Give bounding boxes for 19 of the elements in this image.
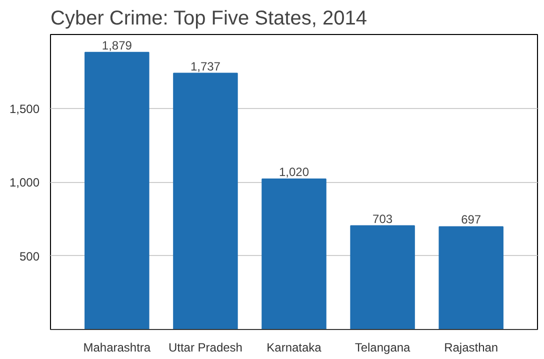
data-label: 703	[372, 212, 393, 226]
x-tick-label: Rajasthan	[444, 340, 498, 354]
bar	[173, 72, 238, 330]
data-label: 1,737	[190, 59, 221, 74]
data-label: 1,020	[278, 165, 310, 180]
x-tick-label: Karnataka	[266, 340, 322, 354]
x-tick-label: Maharashtra	[83, 340, 151, 354]
bar	[262, 178, 326, 330]
y-tick-label: 1,000	[9, 176, 40, 190]
chart-title: Cyber Crime: Top Five States, 2014	[50, 8, 367, 30]
bar	[84, 52, 150, 330]
x-tick-label: Uttar Pradesh	[168, 340, 242, 354]
y-tick-label: 1,500	[9, 102, 40, 116]
bar	[438, 226, 504, 330]
y-tick-label: 500	[19, 249, 40, 264]
x-tick-label: Telangana	[354, 340, 411, 354]
bar	[350, 225, 415, 330]
data-label: 1,879	[102, 38, 132, 52]
data-label: 697	[461, 212, 482, 227]
